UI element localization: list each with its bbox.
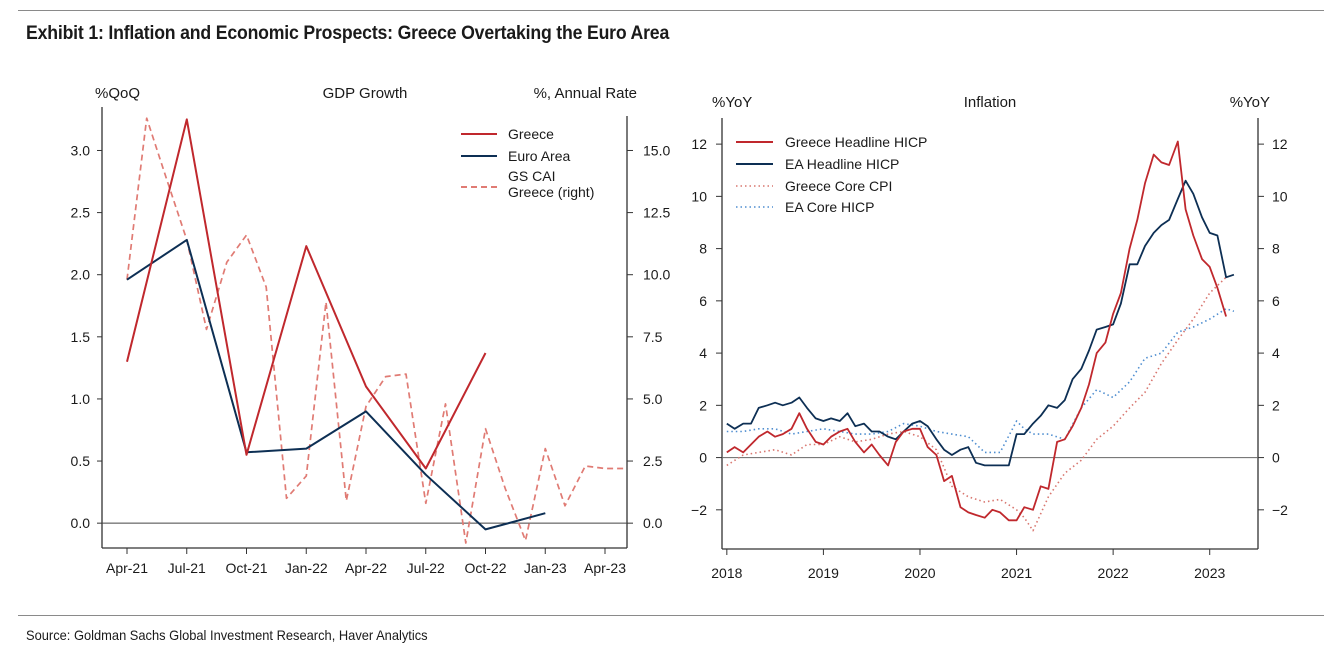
inflation-right-tick-label: 10 (1272, 188, 1288, 204)
inflation-x-tick-label: 2022 (1098, 565, 1129, 581)
inflation-series-line (726, 307, 1235, 454)
gdp-left-tick-label: 1.5 (71, 329, 91, 345)
inflation-left-tick-label: 10 (691, 188, 707, 204)
gdp-x-tick-label: Oct-22 (464, 560, 506, 576)
inflation-left-tick-label: 2 (699, 397, 707, 413)
gdp-series-line (126, 118, 487, 470)
gdp-x-tick-label: Jul-21 (168, 560, 206, 576)
inflation-right-tick-label: 12 (1272, 136, 1288, 152)
inflation-left-tick-label: 6 (699, 293, 707, 309)
gdp-x-tick-label: Apr-23 (584, 560, 626, 576)
inflation-left-tick-label: 12 (691, 136, 707, 152)
gdp-ticks: 0.0 0.5 1.0 1.5 2.0 2.5 3.0 0.0 2.5 5.0 7.5 10.0 12.… (71, 142, 671, 576)
gdp-legend: Greece Euro Area GS CAI Greece (right) (461, 126, 594, 200)
gdp-x-tick-label: Apr-22 (345, 560, 387, 576)
inflation-right-tick-label: 8 (1272, 241, 1280, 257)
gdp-right-tick-label: 10.0 (643, 267, 670, 283)
gdp-chart-title: GDP Growth (323, 85, 408, 102)
inflation-legend-label: Greece Headline HICP (785, 134, 927, 150)
gdp-legend-label: GS CAI Greece (right) (508, 168, 594, 200)
inflation-chart-title: Inflation (964, 94, 1017, 111)
source-note: Source: Goldman Sachs Global Investment … (26, 627, 428, 643)
inflation-left-tick-label: −2 (691, 502, 707, 518)
gdp-x-tick-label: Oct-21 (225, 560, 267, 576)
gdp-growth-chart: GDP Growth %QoQ %, Annual Rate 0.0 0.5 1.0… (71, 85, 671, 576)
gdp-legend-label: Euro Area (508, 148, 570, 164)
inflation-x-tick-label: 2020 (904, 565, 935, 581)
gdp-x-tick-label: Jan-22 (285, 560, 328, 576)
gdp-x-tick-label: Jan-23 (524, 560, 567, 576)
gdp-right-tick-label: 15.0 (643, 142, 670, 158)
gdp-left-tick-label: 3.0 (71, 142, 91, 158)
inflation-left-tick-label: 0 (699, 450, 707, 466)
gdp-left-tick-label: 1.0 (71, 391, 91, 407)
bottom-rule (18, 615, 1324, 616)
gdp-series-line (126, 117, 625, 544)
inflation-x-tick-label: 2021 (1001, 565, 1032, 581)
exhibit-title: Exhibit 1: Inflation and Economic Prospe… (26, 23, 670, 44)
inflation-x-tick-label: 2023 (1194, 565, 1225, 581)
inflation-x-tick-label: 2019 (808, 565, 839, 581)
gdp-x-tick-label: Apr-21 (106, 560, 148, 576)
inflation-right-tick-label: 0 (1272, 450, 1280, 466)
inflation-series-line (726, 179, 1235, 467)
gdp-left-tick-label: 2.5 (71, 205, 91, 221)
gdp-left-axis-label: %QoQ (95, 85, 140, 102)
top-rule (18, 10, 1324, 11)
inflation-right-tick-label: 6 (1272, 293, 1280, 309)
gdp-left-tick-label: 0.0 (71, 515, 91, 531)
inflation-left-axis-label: %YoY (712, 94, 752, 111)
gdp-series-line (126, 238, 546, 531)
inflation-left-tick-label: 8 (699, 241, 707, 257)
inflation-series-line (726, 276, 1227, 532)
gdp-right-tick-label: 7.5 (643, 329, 663, 345)
gdp-right-tick-label: 5.0 (643, 391, 663, 407)
inflation-left-tick-label: 4 (699, 345, 707, 361)
inflation-x-tick-label: 2018 (711, 565, 742, 581)
inflation-series-line (726, 140, 1227, 522)
gdp-series (126, 117, 625, 544)
inflation-right-tick-label: −2 (1272, 502, 1288, 518)
inflation-series (726, 140, 1235, 532)
gdp-right-tick-label: 2.5 (643, 453, 663, 469)
inflation-legend-label: EA Headline HICP (785, 156, 899, 172)
inflation-legend: Greece Headline HICP EA Headline HICP Gree… (736, 134, 927, 215)
inflation-legend-label: Greece Core CPI (785, 178, 892, 194)
inflation-chart: Inflation %YoY %YoY −2 0 2 4 6 8 10 12 −2 0 2 4 6 8 10… (691, 94, 1288, 581)
inflation-right-tick-label: 4 (1272, 345, 1280, 361)
inflation-legend-label: EA Core HICP (785, 199, 874, 215)
gdp-x-tick-label: Jul-22 (407, 560, 445, 576)
inflation-right-tick-label: 2 (1272, 397, 1280, 413)
gdp-right-axis-label: %, Annual Rate (534, 85, 637, 102)
gdp-right-tick-label: 12.5 (643, 205, 670, 221)
inflation-ticks: −2 0 2 4 6 8 10 12 −2 0 2 4 6 8 10 12 2018 2019 2020 2021 20… (691, 136, 1288, 581)
gdp-legend-label: Greece (508, 126, 554, 142)
gdp-right-tick-label: 0.0 (643, 515, 663, 531)
inflation-right-axis-label: %YoY (1230, 94, 1270, 111)
gdp-left-tick-label: 0.5 (71, 453, 91, 469)
gdp-left-tick-label: 2.0 (71, 267, 91, 283)
